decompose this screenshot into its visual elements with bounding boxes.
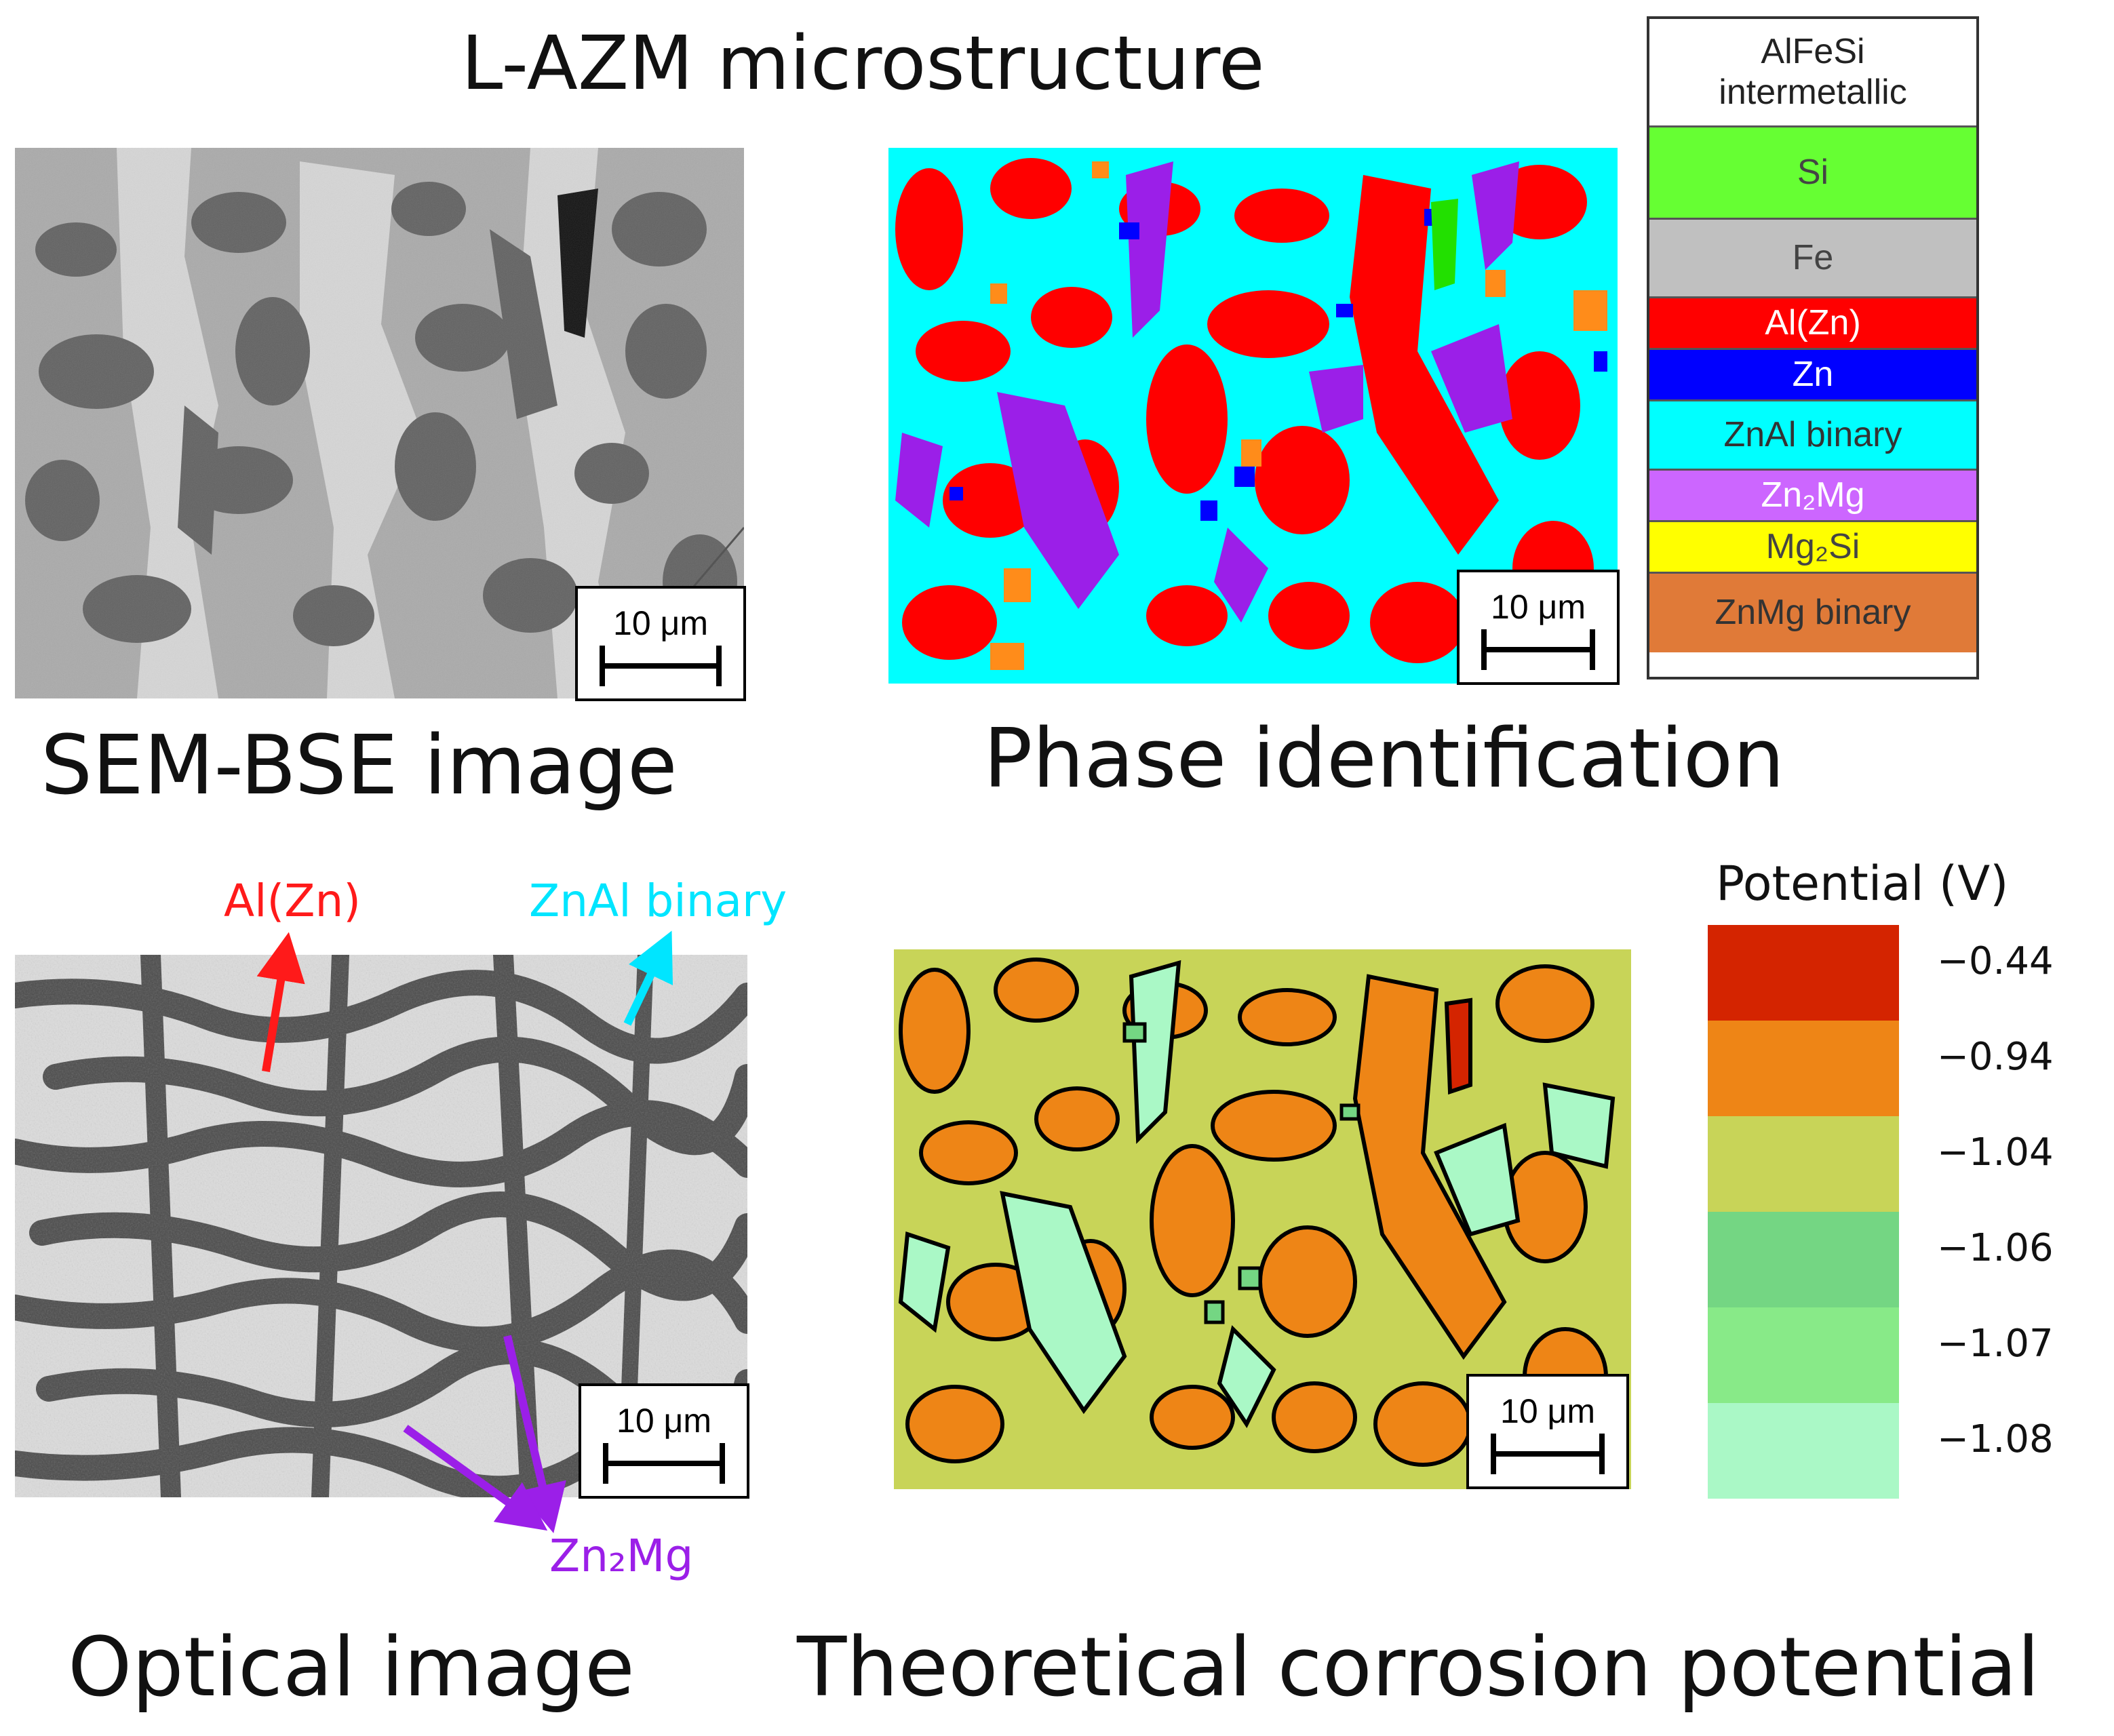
colorbar-title: Potential (V): [1716, 856, 2009, 911]
colorbar-tick-label: −1.04: [1937, 1130, 2054, 1175]
legend-item: AlFeSi intermetallic: [1649, 19, 1976, 127]
scale-bar-tick: [603, 1443, 608, 1484]
scale-bar-label: 10 μm: [616, 1402, 711, 1440]
legend-item: Zn: [1649, 350, 1976, 401]
alzn-annotation-label: Al(Zn): [224, 875, 361, 927]
legend-item: Si: [1649, 127, 1976, 220]
scale-bar-tick: [600, 646, 605, 686]
scale-bar-label: 10 μm: [1491, 588, 1586, 626]
scale-bar-line: [1493, 1451, 1602, 1457]
scale-bar-tick: [720, 1443, 725, 1484]
corrosion-potential-map: [894, 949, 1631, 1489]
optical-scale-bar: 10 μm: [579, 1383, 749, 1499]
colorbar-tick-label: −1.07: [1937, 1321, 2054, 1366]
scale-bar-tick: [1599, 1434, 1605, 1474]
scale-bar-label: 10 μm: [1500, 1392, 1595, 1430]
legend-item: ZnMg binary: [1649, 574, 1976, 652]
scale-bar-line: [1484, 647, 1592, 652]
scale-bar-line: [602, 663, 719, 669]
colorbar-ticks: −0.44 −0.94 −1.04 −1.06 −1.07 −1.08: [1937, 925, 2073, 1499]
colorbar-tick-label: −1.06: [1937, 1225, 2054, 1270]
colorbar: [1708, 925, 1899, 1499]
phase-legend: AlFeSi intermetallic Si Fe Al(Zn) Zn ZnAl bina…: [1647, 16, 1979, 679]
colorbar-tick-label: −0.94: [1937, 1034, 2054, 1079]
scale-bar-tick: [716, 646, 722, 686]
figure-title: L-AZM microstructure: [461, 20, 1265, 106]
phase-caption: Phase identification: [983, 712, 1785, 806]
colorbar-tick-label: −0.44: [1937, 939, 2054, 983]
legend-item: Al(Zn): [1649, 298, 1976, 350]
scale-bar-tick: [1590, 629, 1595, 670]
colorbar-segment: [1708, 1403, 1899, 1499]
colorbar-segment: [1708, 1021, 1899, 1116]
colorbar-tick-label: −1.08: [1937, 1417, 2054, 1461]
potential-caption: Theoretical corrosion potential: [797, 1621, 2040, 1715]
colorbar-segment: [1708, 1212, 1899, 1307]
phase-scale-bar: 10 μm: [1457, 570, 1620, 685]
colorbar-segment: [1708, 925, 1899, 1021]
legend-item: Fe: [1649, 220, 1976, 298]
scale-bar-tick: [1491, 1434, 1496, 1474]
scale-bar-tick: [1481, 629, 1487, 670]
colorbar-segment: [1708, 1116, 1899, 1212]
colorbar-segment: [1708, 1307, 1899, 1403]
scale-bar-label: 10 μm: [613, 604, 708, 642]
legend-item: Zn₂Mg: [1649, 471, 1976, 522]
zn2mg-annotation-label: Zn₂Mg: [549, 1530, 694, 1582]
scale-bar-line: [606, 1461, 722, 1466]
optical-caption: Optical image: [68, 1621, 635, 1715]
sem-scale-bar: 10 μm: [575, 586, 746, 701]
sem-caption: SEM-BSE image: [41, 719, 678, 813]
legend-item: ZnAl binary: [1649, 401, 1976, 471]
legend-item: Mg₂Si: [1649, 522, 1976, 574]
potential-scale-bar: 10 μm: [1466, 1374, 1629, 1489]
znal-annotation-label: ZnAl binary: [529, 875, 787, 927]
